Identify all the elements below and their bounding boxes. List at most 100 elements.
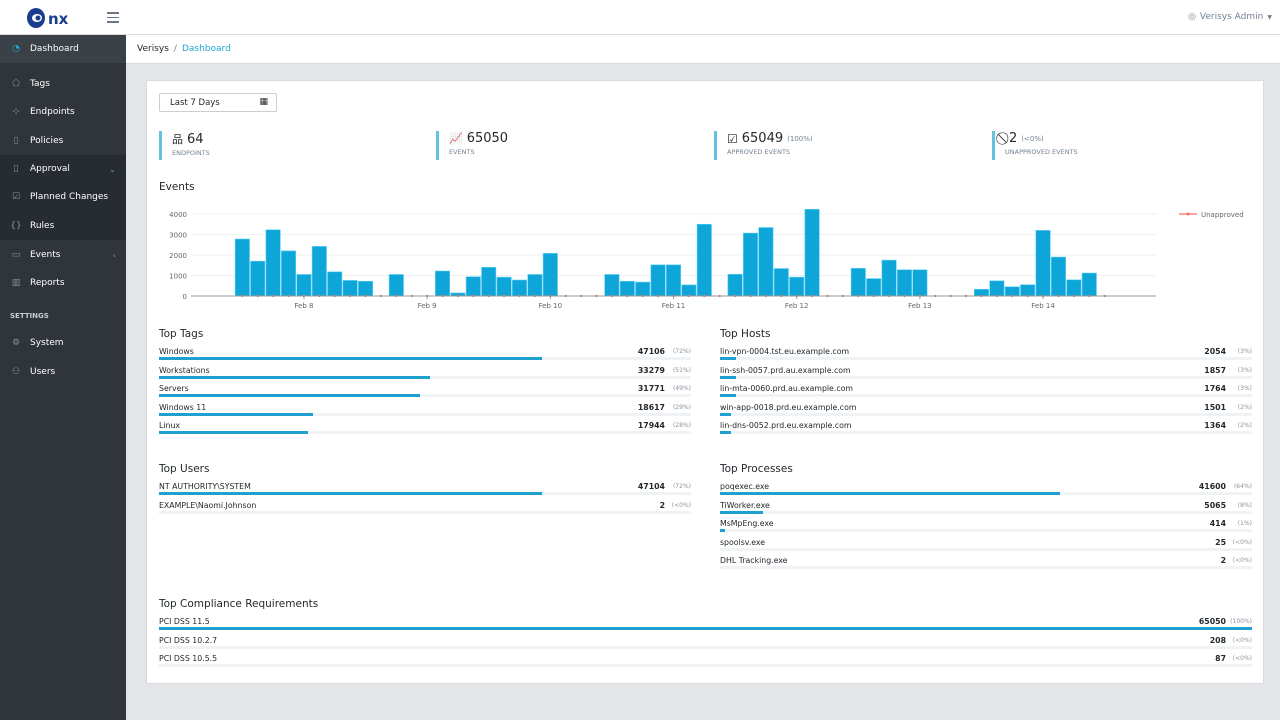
- list-item[interactable]: lin-ssh-0057.prd.au.example.com 1857 (3%…: [720, 366, 1252, 385]
- sidebar-item-approval[interactable]: ▯ Approval ⌄: [0, 155, 126, 183]
- sidebar-item-users[interactable]: ⚇ Users: [0, 358, 126, 386]
- list-item[interactable]: lin-mta-0060.prd.au.example.com 1764 (3%…: [720, 384, 1252, 403]
- list-item[interactable]: Servers 31771 (49%): [159, 384, 691, 403]
- x-tick-label: Feb 13: [908, 302, 932, 310]
- sidebar-item-label: Policies: [30, 136, 64, 146]
- sidebar-item-label: Dashboard: [30, 44, 79, 54]
- item-percent: (28%): [672, 422, 691, 429]
- list-item[interactable]: lin-vpn-0004.tst.eu.example.com 2054 (3%…: [720, 347, 1252, 366]
- settings-heading: SETTINGS: [10, 312, 49, 320]
- bar: [866, 278, 882, 297]
- list-item[interactable]: Windows 47106 (72%): [159, 347, 691, 366]
- bar: [650, 264, 666, 297]
- bar: [850, 268, 866, 297]
- list-item[interactable]: Linux 17944 (28%): [159, 421, 691, 440]
- item-label: Windows: [159, 347, 194, 356]
- sidebar-item-policies[interactable]: ▯ Policies: [0, 127, 126, 155]
- users-icon: ⚇: [11, 367, 21, 377]
- bar: [604, 274, 620, 297]
- sidebar-item-reports[interactable]: ▥ Reports: [0, 269, 126, 297]
- braces-icon: {}: [10, 221, 22, 231]
- list-item[interactable]: poqexec.exe 41600 (64%): [720, 482, 1252, 501]
- item-count: 87: [1215, 654, 1226, 663]
- kpi-value: 2: [1009, 131, 1018, 146]
- progress-track: [159, 627, 1252, 630]
- kpi-unapproved-events: ⃠2(<0%)UNAPPROVED EVENTS: [992, 131, 1078, 160]
- list-item[interactable]: lin-dns-0052.prd.eu.example.com 1364 (2%…: [720, 421, 1252, 440]
- list-item[interactable]: win-app-0018.prd.eu.example.com 1501 (2%…: [720, 403, 1252, 422]
- list-item[interactable]: NT AUTHORITY\SYSTEM 47104 (72%): [159, 482, 691, 501]
- progress-fill: [720, 357, 736, 360]
- item-percent: (<0%): [1232, 538, 1252, 546]
- sidebar-item-dashboard[interactable]: ◔ Dashboard: [0, 35, 126, 63]
- top-compliance-list: PCI DSS 11.5 65050 (100%) PCI DSS 10.2.7…: [159, 617, 1252, 673]
- progress-track: [159, 431, 691, 434]
- item-count: 18617: [637, 402, 665, 412]
- list-item[interactable]: Windows 11 18617 (29%): [159, 403, 691, 422]
- bar: [989, 280, 1005, 297]
- bar: [619, 280, 635, 297]
- date-range-value: Last 7 Days: [170, 98, 220, 108]
- top-processes-list: poqexec.exe 41600 (64%) TiWorker.exe 506…: [720, 482, 1252, 575]
- sidebar-item-rules[interactable]: {} Rules: [0, 212, 126, 240]
- kpi-percent: (100%): [787, 134, 813, 143]
- list-item[interactable]: Workstations 33279 (51%): [159, 366, 691, 385]
- list-item[interactable]: EXAMPLE\Naomi.Johnson 2 (<0%): [159, 501, 691, 520]
- legend-marker: [1186, 212, 1190, 216]
- sidebar-item-endpoints[interactable]: ⊹ Endpoints: [0, 98, 126, 126]
- date-range-picker[interactable]: Last 7 Days ▦: [159, 93, 277, 112]
- sidebar-item-tags[interactable]: ⬠ Tags: [0, 70, 126, 98]
- bar-chart-icon: ▥: [11, 278, 21, 288]
- progress-track: [720, 547, 1252, 551]
- chart-title: Events: [159, 181, 195, 193]
- list-item[interactable]: PCI DSS 11.5 65050 (100%): [159, 617, 1252, 636]
- item-count: 1364: [1204, 421, 1226, 430]
- user-menu[interactable]: ◎ Verisys Admin ▼: [1188, 12, 1272, 22]
- list-item[interactable]: TiWorker.exe 5065 (8%): [720, 501, 1252, 520]
- list-item[interactable]: DHL Tracking.exe 2 (<0%): [720, 556, 1252, 575]
- area-chart-icon: 📈: [449, 132, 463, 145]
- sidebar-item-events[interactable]: ▭ Events ‹: [0, 241, 126, 269]
- item-count: 25: [1215, 537, 1226, 547]
- top-hosts-title: Top Hosts: [720, 328, 771, 340]
- bar: [296, 274, 312, 297]
- item-percent: (3%): [1237, 366, 1252, 374]
- x-tick-label: Feb 8: [294, 302, 313, 310]
- legend-label: Unapproved: [1201, 211, 1244, 219]
- menu-toggle-button[interactable]: [107, 12, 119, 23]
- progress-track: [159, 492, 691, 495]
- bar: [681, 284, 697, 297]
- gear-icon: ⚙: [11, 338, 21, 348]
- item-count: 33279: [637, 365, 665, 375]
- sidebar-item-label: Endpoints: [30, 107, 75, 117]
- item-label: PCI DSS 11.5: [159, 617, 210, 626]
- item-label: lin-dns-0052.prd.eu.example.com: [720, 421, 852, 430]
- progress-fill: [159, 357, 543, 360]
- sidebar-item-planned-changes[interactable]: ☑ Planned Changes: [0, 183, 126, 211]
- top-compliance-title: Top Compliance Requirements: [159, 598, 319, 610]
- list-item[interactable]: PCI DSS 10.2.7 208 (<0%): [159, 636, 1252, 655]
- list-item[interactable]: MsMpEng.exe 414 (1%): [720, 519, 1252, 538]
- list-item[interactable]: spoolsv.exe 25 (<0%): [720, 538, 1252, 557]
- logo[interactable]: nx: [26, 7, 72, 29]
- events-chart: 0 1000 2000 3000 4000 Feb 8 Feb 9 Feb 10 Feb 11 F…: [169, 208, 1244, 310]
- progress-track: [159, 664, 1252, 667]
- item-label: spoolsv.exe: [720, 537, 766, 547]
- bar: [789, 276, 805, 297]
- list-item[interactable]: PCI DSS 10.5.5 87 (<0%): [159, 654, 1252, 673]
- progress-fill: [720, 529, 726, 532]
- clipboard-check-icon: ▯: [13, 164, 19, 174]
- item-count: 31771: [637, 384, 665, 393]
- sidebar-item-label: Rules: [30, 221, 55, 231]
- sidebar-item-system[interactable]: ⚙ System: [0, 329, 126, 357]
- sidebar-item-label: Planned Changes: [30, 192, 109, 202]
- caret-down-icon: ▼: [1267, 13, 1272, 21]
- item-label: TiWorker.exe: [720, 500, 770, 510]
- kpi-endpoints: 品 64 ENDPOINTS: [159, 131, 210, 160]
- item-label: Workstations: [159, 365, 210, 375]
- progress-track: [159, 375, 691, 379]
- bar: [1020, 284, 1036, 297]
- item-label: lin-mta-0060.prd.au.example.com: [720, 384, 853, 393]
- kpi-label: UNAPPROVED EVENTS: [1005, 148, 1078, 156]
- breadcrumb-root[interactable]: Verisys: [137, 44, 169, 54]
